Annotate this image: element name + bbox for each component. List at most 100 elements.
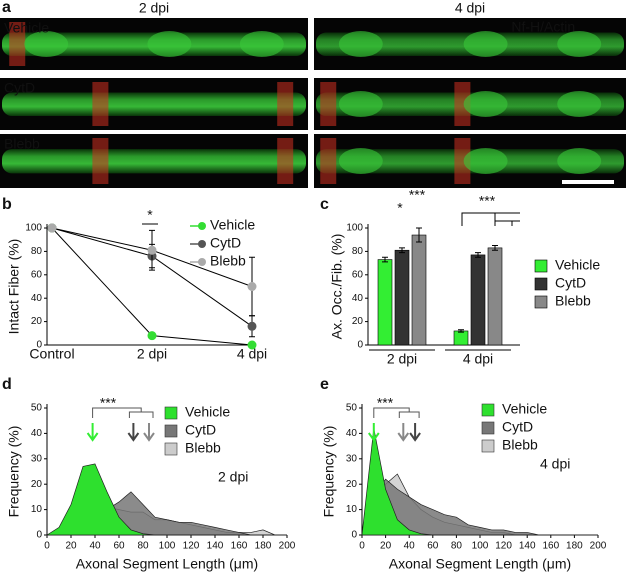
y-tick-label: 10 bbox=[346, 504, 358, 515]
error-bar bbox=[458, 329, 464, 333]
legend-label: CytD bbox=[185, 422, 216, 438]
actin-band bbox=[9, 22, 26, 66]
x-tick-label: 20 bbox=[65, 541, 77, 552]
mean-arrow bbox=[397, 423, 410, 442]
annotation: *** bbox=[479, 193, 496, 209]
y-tick-label: 10 bbox=[31, 504, 43, 515]
x-tick-label: 80 bbox=[451, 541, 463, 552]
x-tick-label: 100 bbox=[159, 541, 176, 552]
y-tick-label: 0 bbox=[36, 530, 42, 541]
x-tick-label: 4 dpi bbox=[237, 346, 267, 362]
legend-swatch bbox=[481, 439, 495, 453]
stain-label: Nf-H/ bbox=[511, 19, 544, 35]
legend-marker bbox=[198, 222, 206, 230]
annotation: *** bbox=[409, 187, 426, 203]
y-tick-label: 30 bbox=[31, 453, 43, 464]
legend-swatch bbox=[534, 295, 548, 309]
y-axis-title: Ax. Occ./Fib. (%) bbox=[329, 234, 345, 340]
y-tick-label: 40 bbox=[31, 428, 43, 439]
legend-label: Vehicle bbox=[185, 404, 230, 420]
frequency-area bbox=[45, 463, 287, 536]
panel-letter: b bbox=[2, 196, 12, 213]
swelling bbox=[239, 31, 284, 57]
x-tick-label: 160 bbox=[231, 541, 248, 552]
legend-swatch bbox=[534, 277, 548, 291]
swelling bbox=[463, 91, 508, 117]
error-bar bbox=[492, 245, 498, 251]
actin-band bbox=[320, 82, 337, 126]
swelling bbox=[557, 31, 602, 57]
swelling bbox=[557, 91, 602, 117]
row-label: Vehicle bbox=[4, 20, 49, 36]
swelling bbox=[338, 91, 383, 117]
bar bbox=[377, 259, 393, 346]
actin-band bbox=[277, 82, 294, 126]
scale-bar bbox=[562, 180, 614, 184]
x-tick-label: 2 dpi bbox=[137, 346, 167, 362]
frequency-area bbox=[361, 428, 598, 536]
x-tick-label: 40 bbox=[404, 541, 416, 552]
legend-swatch bbox=[164, 406, 178, 420]
x-tick-label: 120 bbox=[495, 541, 512, 552]
bar bbox=[453, 330, 469, 346]
x-axis-title: Axonal Segment Length (μm) bbox=[389, 556, 571, 572]
panel-letter: a bbox=[2, 0, 11, 16]
legend-marker bbox=[198, 240, 206, 248]
y-tick-label: 20 bbox=[352, 316, 364, 327]
legend-label: Vehicle bbox=[502, 401, 547, 417]
error-bar bbox=[475, 252, 481, 258]
y-tick-label: 0 bbox=[351, 530, 357, 541]
y-axis-title: Frequency (%) bbox=[321, 426, 337, 518]
bar bbox=[411, 234, 427, 346]
error-bar bbox=[382, 256, 388, 263]
x-tick-label: 180 bbox=[566, 541, 583, 552]
x-tick-label: 2 dpi bbox=[387, 351, 417, 367]
swelling bbox=[24, 31, 69, 57]
y-tick-label: 80 bbox=[352, 246, 364, 257]
x-tick-label: 140 bbox=[207, 541, 224, 552]
y-tick-label: 80 bbox=[31, 246, 43, 257]
axon-band bbox=[2, 92, 306, 116]
y-tick-label: 20 bbox=[346, 479, 358, 490]
point bbox=[247, 282, 257, 291]
y-tick-label: 100 bbox=[346, 223, 363, 234]
swelling bbox=[338, 148, 383, 174]
legend-swatch bbox=[534, 259, 548, 273]
annotation: * bbox=[397, 200, 403, 216]
x-tick-label: 200 bbox=[590, 541, 607, 552]
bar bbox=[394, 249, 410, 346]
x-tick-label: 200 bbox=[279, 541, 296, 552]
x-tick-label: 40 bbox=[89, 541, 101, 552]
actin-band bbox=[277, 138, 294, 184]
legend-label: Blebb bbox=[555, 293, 591, 309]
point bbox=[147, 245, 157, 255]
significance-bracket bbox=[461, 212, 520, 226]
legend-label: Blebb bbox=[502, 437, 538, 453]
legend-label: Vehicle bbox=[555, 257, 600, 273]
mean-arrow bbox=[367, 423, 380, 442]
annotation: *** bbox=[100, 395, 117, 411]
significance-bracket bbox=[373, 407, 420, 418]
mean-arrow bbox=[86, 423, 99, 442]
y-tick-label: 40 bbox=[346, 428, 358, 439]
error-bar bbox=[416, 227, 422, 243]
actin-band bbox=[92, 138, 109, 184]
mean-arrow bbox=[143, 423, 155, 442]
legend-swatch bbox=[481, 403, 495, 417]
y-tick-label: 50 bbox=[346, 403, 358, 414]
panel-letter: e bbox=[320, 376, 329, 393]
column-label: 4 dpi bbox=[455, 0, 485, 16]
x-tick-label: 20 bbox=[380, 541, 392, 552]
bar bbox=[470, 254, 486, 346]
point bbox=[47, 223, 57, 233]
y-tick-label: 0 bbox=[36, 340, 42, 351]
row-label: CytD bbox=[4, 80, 35, 96]
mean-arrow bbox=[127, 423, 140, 442]
legend-swatch bbox=[481, 421, 495, 435]
swelling bbox=[463, 31, 508, 57]
actin-band bbox=[454, 138, 471, 184]
swelling bbox=[463, 148, 508, 174]
y-tick-label: 0 bbox=[357, 340, 363, 351]
legend-label: Vehicle bbox=[210, 217, 255, 233]
